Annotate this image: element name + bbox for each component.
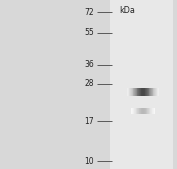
Bar	[149, 88, 150, 96]
Bar	[139, 108, 140, 114]
Bar	[142, 108, 143, 114]
Text: 72: 72	[84, 8, 94, 17]
Bar	[144, 88, 145, 96]
Text: 36: 36	[84, 60, 94, 69]
Bar	[133, 88, 134, 96]
Bar	[132, 108, 133, 114]
Bar	[150, 108, 151, 114]
Bar	[110, 0, 173, 169]
Bar	[137, 108, 138, 114]
Bar	[143, 88, 144, 96]
Bar	[152, 108, 153, 114]
Bar	[146, 88, 147, 96]
Bar	[135, 108, 136, 114]
Bar	[157, 88, 158, 96]
Bar	[140, 108, 141, 114]
Bar	[128, 88, 129, 96]
Bar	[139, 88, 140, 96]
Bar	[156, 88, 157, 96]
Bar	[134, 108, 135, 114]
Bar	[136, 108, 137, 114]
Text: 10: 10	[84, 156, 94, 166]
Text: 28: 28	[84, 79, 94, 88]
Bar	[143, 108, 144, 114]
Bar	[138, 88, 139, 96]
Bar	[132, 88, 133, 96]
Bar	[141, 88, 142, 96]
Bar	[146, 108, 147, 114]
Bar	[152, 88, 153, 96]
Text: kDa: kDa	[119, 6, 135, 15]
Bar	[136, 88, 137, 96]
Bar	[131, 88, 132, 96]
Bar	[138, 108, 139, 114]
Bar	[149, 108, 150, 114]
Bar	[153, 108, 154, 114]
Bar	[155, 88, 156, 96]
Bar	[151, 108, 152, 114]
Bar	[150, 88, 151, 96]
Bar	[148, 88, 149, 96]
Bar	[131, 108, 132, 114]
Bar	[140, 88, 141, 96]
Bar	[142, 88, 143, 96]
Bar	[154, 88, 155, 96]
Bar	[148, 108, 149, 114]
Bar	[141, 108, 142, 114]
Bar	[144, 108, 145, 114]
Bar	[137, 88, 138, 96]
Bar	[147, 108, 148, 114]
Bar	[135, 88, 136, 96]
Bar	[145, 108, 146, 114]
Text: 17: 17	[84, 117, 94, 126]
Bar	[154, 108, 155, 114]
Bar	[127, 88, 128, 96]
Bar	[147, 88, 148, 96]
Bar	[158, 88, 159, 96]
Bar	[129, 88, 130, 96]
Text: 55: 55	[84, 28, 94, 37]
Bar	[130, 88, 131, 96]
Bar	[145, 88, 146, 96]
Bar	[134, 88, 135, 96]
Bar	[153, 88, 154, 96]
Bar	[151, 88, 152, 96]
Bar	[133, 108, 134, 114]
